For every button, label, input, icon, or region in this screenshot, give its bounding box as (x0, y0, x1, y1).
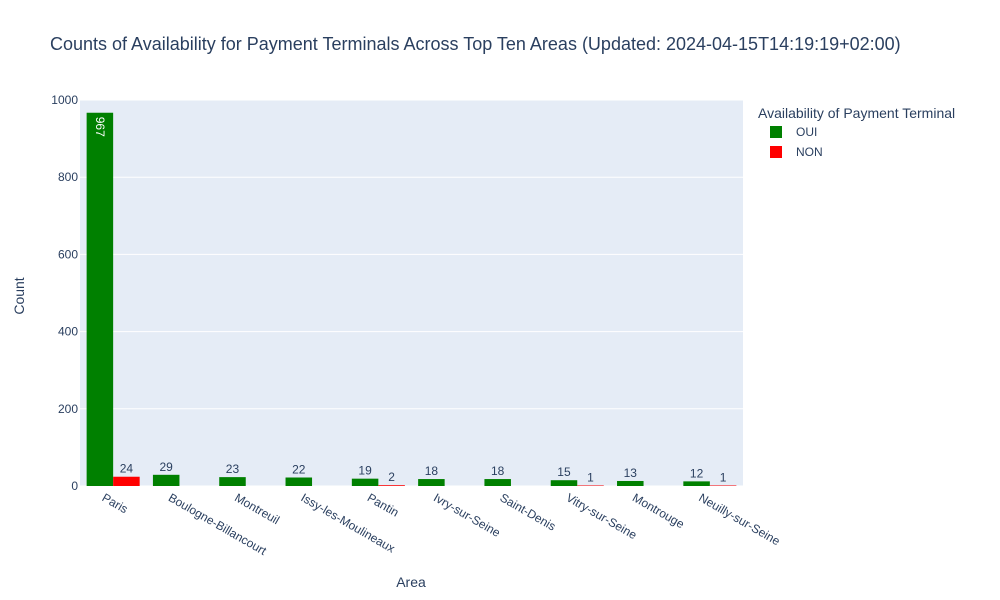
data-label: 18 (425, 464, 439, 478)
data-label: 1 (587, 471, 594, 485)
bar-oui-boulogne-billancourt[interactable] (152, 474, 180, 486)
y-tick-label: 1000 (51, 93, 78, 107)
bar-non-paris[interactable] (113, 476, 140, 486)
plot-background (80, 100, 743, 486)
x-tick-label: Ivry-sur-Seine (431, 490, 503, 540)
bar-non-pantin[interactable] (378, 485, 405, 486)
bar-oui-pantin[interactable] (351, 478, 379, 486)
legend-title: Availability of Payment Terminal (758, 105, 955, 121)
data-label: 18 (491, 464, 505, 478)
data-label: 2 (388, 470, 395, 484)
chart-title: Counts of Availability for Payment Termi… (50, 34, 901, 54)
legend-swatch-non (770, 146, 782, 158)
data-label: 15 (557, 465, 571, 479)
bar-oui-saint-denis[interactable] (484, 479, 511, 486)
x-tick-label: Paris (100, 490, 131, 516)
data-label: 23 (226, 462, 240, 476)
data-label: 19 (358, 464, 372, 478)
y-tick-label: 800 (58, 170, 78, 184)
y-tick-label: 0 (71, 479, 78, 493)
x-tick-label: Montrouge (630, 490, 687, 531)
bar-oui-neuilly-sur-seine[interactable] (683, 481, 710, 486)
data-label: 29 (160, 460, 174, 474)
x-tick-label: Montreuil (232, 490, 282, 527)
data-label: 12 (690, 466, 704, 480)
legend-item-oui[interactable]: OUI (770, 125, 817, 139)
x-axis-title: Area (396, 574, 426, 590)
y-tick-label: 600 (58, 247, 78, 261)
legend[interactable]: Availability of Payment Terminal OUI NON (758, 105, 955, 159)
bar-oui-vitry-sur-seine[interactable] (550, 480, 578, 486)
data-label: 967 (93, 117, 107, 137)
x-tick-label: Saint-Denis (497, 490, 558, 533)
bar-oui-montrouge[interactable] (617, 480, 644, 486)
legend-item-non[interactable]: NON (770, 145, 823, 159)
data-label: 1 (720, 471, 727, 485)
bar-oui-paris[interactable] (86, 112, 114, 486)
bar-non-vitry-sur-seine[interactable] (577, 485, 604, 487)
y-tick-label: 400 (58, 325, 78, 339)
data-label: 24 (120, 462, 134, 476)
data-label: 13 (624, 466, 638, 480)
data-label: 22 (292, 463, 306, 477)
y-tick-label: 200 (58, 402, 78, 416)
x-tick-label: Vitry-sur-Seine (564, 490, 640, 542)
bar-oui-montreuil[interactable] (219, 477, 246, 486)
x-tick-label: Neuilly-sur-Seine (696, 490, 782, 548)
bar-oui-ivry-sur-seine[interactable] (418, 479, 445, 486)
legend-label-oui: OUI (796, 125, 817, 139)
x-tick-label: Pantin (365, 490, 401, 519)
legend-label-non: NON (796, 145, 823, 159)
legend-swatch-oui (770, 126, 782, 138)
bar-oui-issy-les-moulineaux[interactable] (285, 477, 313, 486)
bar-non-neuilly-sur-seine[interactable] (709, 485, 737, 487)
y-axis-title: Count (11, 277, 27, 314)
